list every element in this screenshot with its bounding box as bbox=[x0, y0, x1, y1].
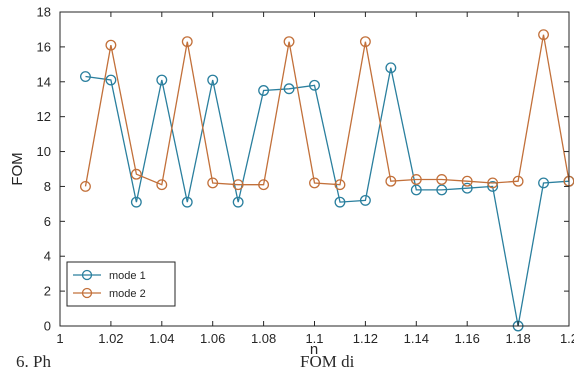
y-tick-label: 2 bbox=[44, 284, 51, 299]
data-point-mode-1 bbox=[156, 74, 168, 86]
legend-marker-mode-1 bbox=[81, 269, 93, 281]
data-point-mode-1 bbox=[232, 196, 244, 208]
x-tick-label: 1.04 bbox=[149, 331, 174, 346]
data-point-mode-2 bbox=[410, 174, 422, 185]
data-point-mode-2 bbox=[461, 175, 473, 187]
data-point-mode-1 bbox=[410, 184, 422, 196]
data-point-mode-1 bbox=[130, 196, 142, 208]
legend-marker-mode-2 bbox=[81, 287, 93, 299]
y-tick-label: 4 bbox=[44, 249, 51, 264]
data-point-mode-2 bbox=[334, 179, 346, 191]
y-tick-label: 16 bbox=[37, 39, 51, 54]
data-point-mode-2 bbox=[538, 29, 550, 41]
caption-fragment: 6. Ph FOM di bbox=[16, 352, 355, 371]
y-axis-label: FOM bbox=[9, 152, 26, 185]
data-point-mode-2 bbox=[105, 39, 117, 51]
data-point-mode-1 bbox=[309, 79, 320, 91]
data-point-mode-1 bbox=[283, 83, 295, 95]
data-point-mode-2 bbox=[436, 174, 448, 185]
x-tick-label: 1.1 bbox=[305, 331, 323, 346]
x-tick-label: 1.16 bbox=[455, 331, 480, 346]
data-point-mode-2 bbox=[359, 36, 371, 48]
data-point-mode-2 bbox=[258, 179, 270, 191]
caption-right-text: FOM di bbox=[300, 352, 355, 371]
legend-box bbox=[66, 261, 176, 307]
data-point-mode-1 bbox=[385, 62, 397, 74]
x-tick-label: 1.08 bbox=[251, 331, 276, 346]
data-point-mode-1 bbox=[181, 196, 193, 208]
y-tick-label: 6 bbox=[44, 214, 51, 229]
data-point-mode-1 bbox=[258, 85, 270, 96]
data-point-mode-2 bbox=[207, 177, 219, 189]
data-point-mode-2 bbox=[130, 168, 142, 180]
y-tick-label: 12 bbox=[37, 109, 51, 124]
data-point-mode-2 bbox=[512, 175, 524, 187]
y-tick-label: 10 bbox=[37, 144, 51, 159]
legend-label-mode-1: mode 1 bbox=[109, 270, 146, 282]
x-tick-label: 1 bbox=[56, 331, 63, 346]
x-tick-label: 1.02 bbox=[98, 331, 123, 346]
legend-label-mode-2: mode 2 bbox=[109, 288, 146, 300]
data-point-mode-1 bbox=[461, 182, 473, 194]
x-axis-label: n bbox=[310, 341, 318, 358]
data-point-mode-1 bbox=[334, 196, 346, 208]
legend: mode 1 mode 2 bbox=[66, 261, 176, 307]
data-point-mode-2 bbox=[232, 179, 244, 191]
series-mode-2 bbox=[79, 29, 574, 192]
data-point-mode-2 bbox=[156, 179, 168, 191]
data-point-mode-1 bbox=[79, 71, 91, 82]
x-tick-label: 1.06 bbox=[200, 331, 225, 346]
data-point-mode-1 bbox=[105, 74, 117, 86]
data-point-mode-1 bbox=[207, 74, 219, 86]
data-point-mode-1 bbox=[436, 184, 448, 196]
data-point-mode-2 bbox=[309, 177, 320, 189]
x-tick-label: 1.12 bbox=[353, 331, 378, 346]
caption-left-text: 6. Ph bbox=[16, 352, 51, 371]
data-point-mode-2 bbox=[283, 36, 295, 48]
data-point-mode-1 bbox=[538, 177, 550, 189]
series-mode-1 bbox=[79, 62, 574, 332]
caption-mask bbox=[95, 342, 280, 374]
ticks-layer: 1 1.02 1.04 1.06 1.08 1.1 1.12 1.14 1.16 1.18 1.2 0… bbox=[37, 5, 574, 347]
y-tick-label: 0 bbox=[44, 319, 51, 334]
data-point-mode-2 bbox=[385, 175, 397, 187]
x-tick-label: 1.14 bbox=[404, 331, 429, 346]
series-layer bbox=[79, 29, 574, 332]
y-tick-label: 14 bbox=[37, 74, 51, 89]
x-tick-label: 1.2 bbox=[560, 331, 574, 346]
data-point-mode-2 bbox=[181, 36, 193, 48]
data-point-mode-1 bbox=[359, 194, 371, 206]
data-point-mode-2 bbox=[79, 180, 91, 192]
data-point-mode-2 bbox=[487, 177, 499, 189]
y-tick-label: 18 bbox=[37, 5, 51, 20]
y-tick-label: 8 bbox=[44, 179, 51, 194]
x-tick-label: 1.18 bbox=[505, 331, 530, 346]
data-point-mode-1 bbox=[487, 180, 499, 192]
